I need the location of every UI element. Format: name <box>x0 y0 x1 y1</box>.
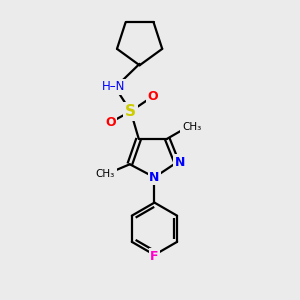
Text: CH₃: CH₃ <box>182 122 201 132</box>
Text: H–N: H–N <box>102 80 125 94</box>
Text: O: O <box>148 90 158 103</box>
Text: N: N <box>175 156 185 169</box>
Text: CH₃: CH₃ <box>96 169 115 179</box>
Text: O: O <box>105 116 116 129</box>
Text: N: N <box>149 171 160 184</box>
Text: F: F <box>150 250 159 263</box>
Text: S: S <box>125 104 136 119</box>
